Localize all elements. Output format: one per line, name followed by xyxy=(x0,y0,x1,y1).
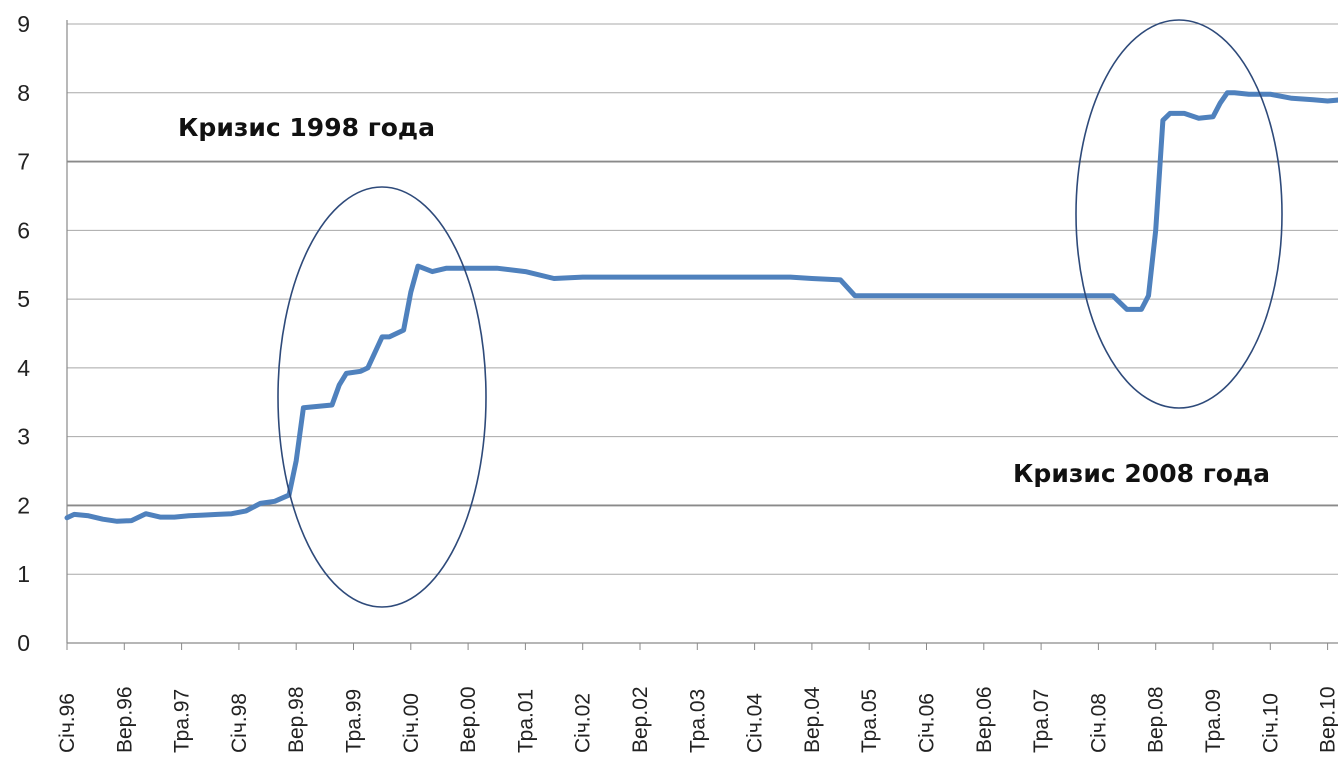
y-tick-label: 2 xyxy=(17,492,30,518)
x-tick-label: Вер.02 xyxy=(629,686,652,753)
y-tick-label: 1 xyxy=(17,561,30,587)
x-tick-label: Січ.02 xyxy=(572,693,595,753)
annotation-crisis-1998: Кризис 1998 года xyxy=(178,113,435,142)
x-tick-label: Тра.97 xyxy=(171,689,194,753)
x-tick-label: Січ.06 xyxy=(916,693,939,753)
x-tick-label: Тра.03 xyxy=(686,689,709,753)
x-tick-label: Січ.10 xyxy=(1259,693,1282,753)
y-tick-label: 6 xyxy=(17,217,30,243)
x-tick-label: Січ.98 xyxy=(228,693,251,753)
y-tick-label: 3 xyxy=(17,424,30,450)
x-tick-label: Вер.98 xyxy=(285,686,308,753)
x-tick-label: Тра.09 xyxy=(1202,689,1225,753)
x-tick-label: Вер.06 xyxy=(973,686,996,753)
x-tick-label: Вер.08 xyxy=(1145,686,1168,753)
x-tick-label: Січ.08 xyxy=(1087,693,1110,753)
y-tick-label: 5 xyxy=(17,286,30,312)
y-axis-ticks: 0 1 2 3 4 5 6 7 8 9 xyxy=(17,11,30,656)
x-tick-label: Січ.04 xyxy=(744,693,767,753)
y-tick-label: 8 xyxy=(17,80,30,106)
x-axis-ticks: Січ.96 Вер.96 Тра.97 Січ.98 Вер.98 Тра.99 Січ.… xyxy=(56,643,1338,753)
x-tick-label: Вер.00 xyxy=(457,686,480,753)
y-tick-label: 4 xyxy=(17,355,30,381)
crisis-1998-ellipse xyxy=(277,186,487,608)
series-line xyxy=(64,90,1338,524)
y-tick-label: 7 xyxy=(17,149,30,175)
y-tick-label: 9 xyxy=(17,11,30,37)
crisis-2008-ellipse xyxy=(1075,19,1283,409)
x-tick-label: Тра.05 xyxy=(858,689,881,753)
x-tick-label: Вер.96 xyxy=(113,686,136,753)
gridlines xyxy=(66,20,1338,644)
x-tick-label: Тра.01 xyxy=(514,689,537,753)
x-tick-label: Вер.04 xyxy=(801,686,824,753)
x-tick-label: Тра.07 xyxy=(1030,689,1053,753)
annotation-crisis-2008: Кризис 2008 года xyxy=(1013,459,1270,488)
x-tick-label: Січ.96 xyxy=(56,693,79,753)
x-tick-label: Січ.00 xyxy=(400,693,423,753)
y-tick-label: 0 xyxy=(17,630,30,656)
x-tick-label: Вер.10 xyxy=(1317,686,1338,753)
x-tick-label: Тра.99 xyxy=(343,689,366,753)
